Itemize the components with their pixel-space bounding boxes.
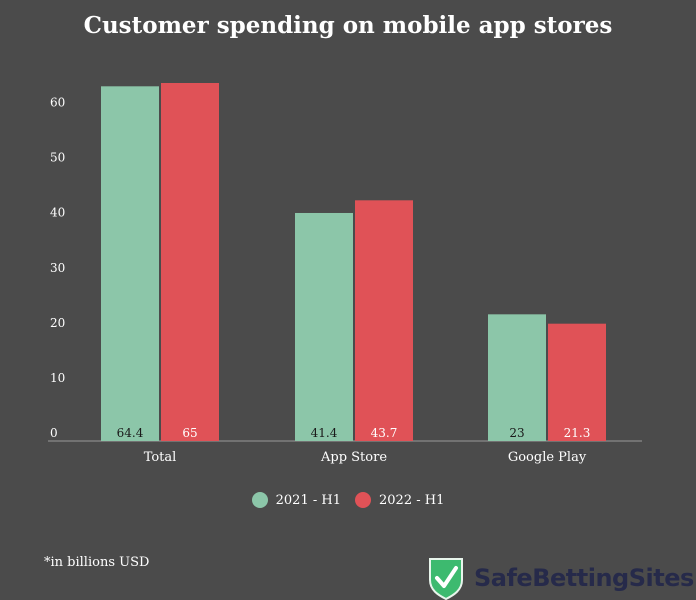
data-label: 23 [509, 426, 524, 440]
x-tick-label: Total [144, 450, 177, 465]
legend-label: 2022 - H1 [379, 492, 445, 508]
bar-chart: 0 10 20 30 40 50 60 64.4 65 Total 41.4 43.7 App Stor… [48, 83, 642, 465]
y-tick-label: 0 [50, 426, 58, 440]
x-tick-label: Google Play [508, 450, 587, 465]
footnote: *in billions USD [44, 555, 150, 570]
logo-text: SafeBettingSites [474, 564, 694, 592]
legend-swatch [251, 492, 268, 508]
data-label: 41.4 [311, 426, 338, 440]
bar-app-store-2 [355, 200, 413, 441]
legend-item: 2022 - H1 [355, 492, 444, 508]
bar-total-2 [161, 83, 219, 441]
bar-google-play-2 [548, 323, 606, 441]
shield-check-icon [429, 558, 463, 600]
bar-google-play-1 [488, 314, 546, 441]
logo: SafeBettingSites [428, 556, 694, 600]
y-tick-label: 40 [50, 206, 65, 220]
y-tick-label: 60 [50, 96, 65, 110]
data-label: 21.3 [564, 426, 591, 440]
data-label: 43.7 [371, 426, 398, 440]
y-tick-label: 50 [50, 151, 65, 165]
chart-title: Customer spending on mobile app stores [83, 12, 613, 39]
y-tick-label: 30 [50, 261, 65, 275]
bar-app-store-1 [295, 212, 353, 441]
y-tick-label: 20 [50, 316, 65, 330]
bar-total-1 [101, 86, 159, 441]
data-label: 65 [182, 426, 197, 440]
y-tick-label: 10 [50, 371, 65, 385]
data-label: 64.4 [117, 426, 144, 440]
legend-label: 2021 - H1 [275, 492, 341, 508]
x-tick-label: App Store [320, 450, 387, 465]
legend: 2021 - H1 2022 - H1 [0, 492, 696, 508]
legend-item: 2021 - H1 [251, 492, 341, 508]
legend-swatch [355, 492, 371, 508]
